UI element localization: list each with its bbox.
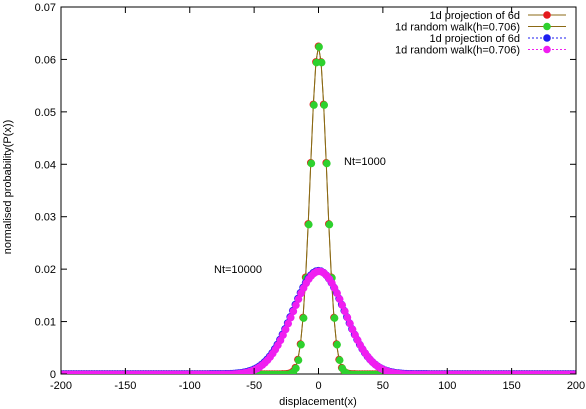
series-2 <box>61 266 576 374</box>
data-point <box>294 295 303 303</box>
y-tick-label: 0.01 <box>35 317 56 329</box>
y-tick-label: 0.07 <box>35 2 56 14</box>
data-point <box>297 340 305 349</box>
data-point <box>317 58 326 67</box>
series-0 <box>61 42 576 374</box>
legend-marker <box>543 34 551 42</box>
data-point <box>323 159 331 168</box>
data-point <box>281 325 290 334</box>
data-point <box>330 314 339 322</box>
data-point <box>572 370 576 374</box>
data-point <box>289 307 298 316</box>
legend-marker <box>543 11 551 19</box>
y-tick-label: 0.06 <box>35 54 56 66</box>
y-tick-label: 0.02 <box>35 264 56 276</box>
x-tick-label: -150 <box>114 380 136 392</box>
x-tick-label: 150 <box>502 380 520 392</box>
data-point <box>294 356 303 365</box>
y-tick-label: 0 <box>50 369 56 381</box>
series-line <box>61 46 576 374</box>
x-axis: -200 -150 -100 -50 0 50 100 150 200 <box>50 7 585 392</box>
series-line <box>61 270 576 374</box>
data-point <box>292 364 300 373</box>
legend-marker <box>543 45 551 54</box>
x-axis-label: displacement(x) <box>279 396 357 408</box>
series-3 <box>61 267 576 374</box>
x-tick-label: 200 <box>567 380 585 392</box>
annotation-nt10000: Nt=10000 <box>214 264 262 276</box>
data-point <box>346 319 354 328</box>
series-line <box>61 46 576 374</box>
legend-marker <box>543 22 551 31</box>
data-point <box>320 101 329 109</box>
data-point <box>343 313 352 322</box>
x-tick-label: -50 <box>246 380 262 392</box>
data-point <box>310 101 318 109</box>
data-point <box>338 301 347 309</box>
data-point <box>341 307 349 316</box>
data-point <box>333 289 341 298</box>
x-tick-label: 100 <box>438 380 456 392</box>
data-point <box>335 295 344 303</box>
y-tick-label: 0.05 <box>35 107 56 119</box>
data-point <box>333 340 341 349</box>
data-point <box>286 313 295 322</box>
x-tick-label: 50 <box>377 380 389 392</box>
series-1 <box>61 43 576 374</box>
x-tick-label: 0 <box>315 380 321 392</box>
x-tick-label: -100 <box>179 380 201 392</box>
data-point <box>335 356 344 365</box>
x-tick-label: -200 <box>50 380 72 392</box>
legend-label: 1d random walk(h=0.706) <box>395 22 520 34</box>
annotation-nt1000: Nt=1000 <box>344 156 386 168</box>
series-line <box>61 270 576 374</box>
y-tick-label: 0.04 <box>35 159 56 171</box>
y-tick-label: 0.03 <box>35 212 56 224</box>
data-point <box>325 220 334 229</box>
data-point <box>305 220 313 229</box>
data-point <box>292 301 300 309</box>
legend-label: 1d projection of 6d <box>429 33 520 45</box>
y-axis-label: normalised probability(P(x)) <box>2 120 14 255</box>
data-point <box>284 319 293 328</box>
plot-area <box>60 6 577 375</box>
y-axis: 0 0.01 0.02 0.03 0.04 0.05 0.06 0.07 <box>35 2 576 381</box>
data-point <box>307 159 316 168</box>
data-point <box>315 43 323 51</box>
data-point <box>299 314 308 322</box>
legend-label: 1d random walk(h=0.706) <box>395 45 520 57</box>
legend-label: 1d projection of 6d <box>429 10 520 22</box>
